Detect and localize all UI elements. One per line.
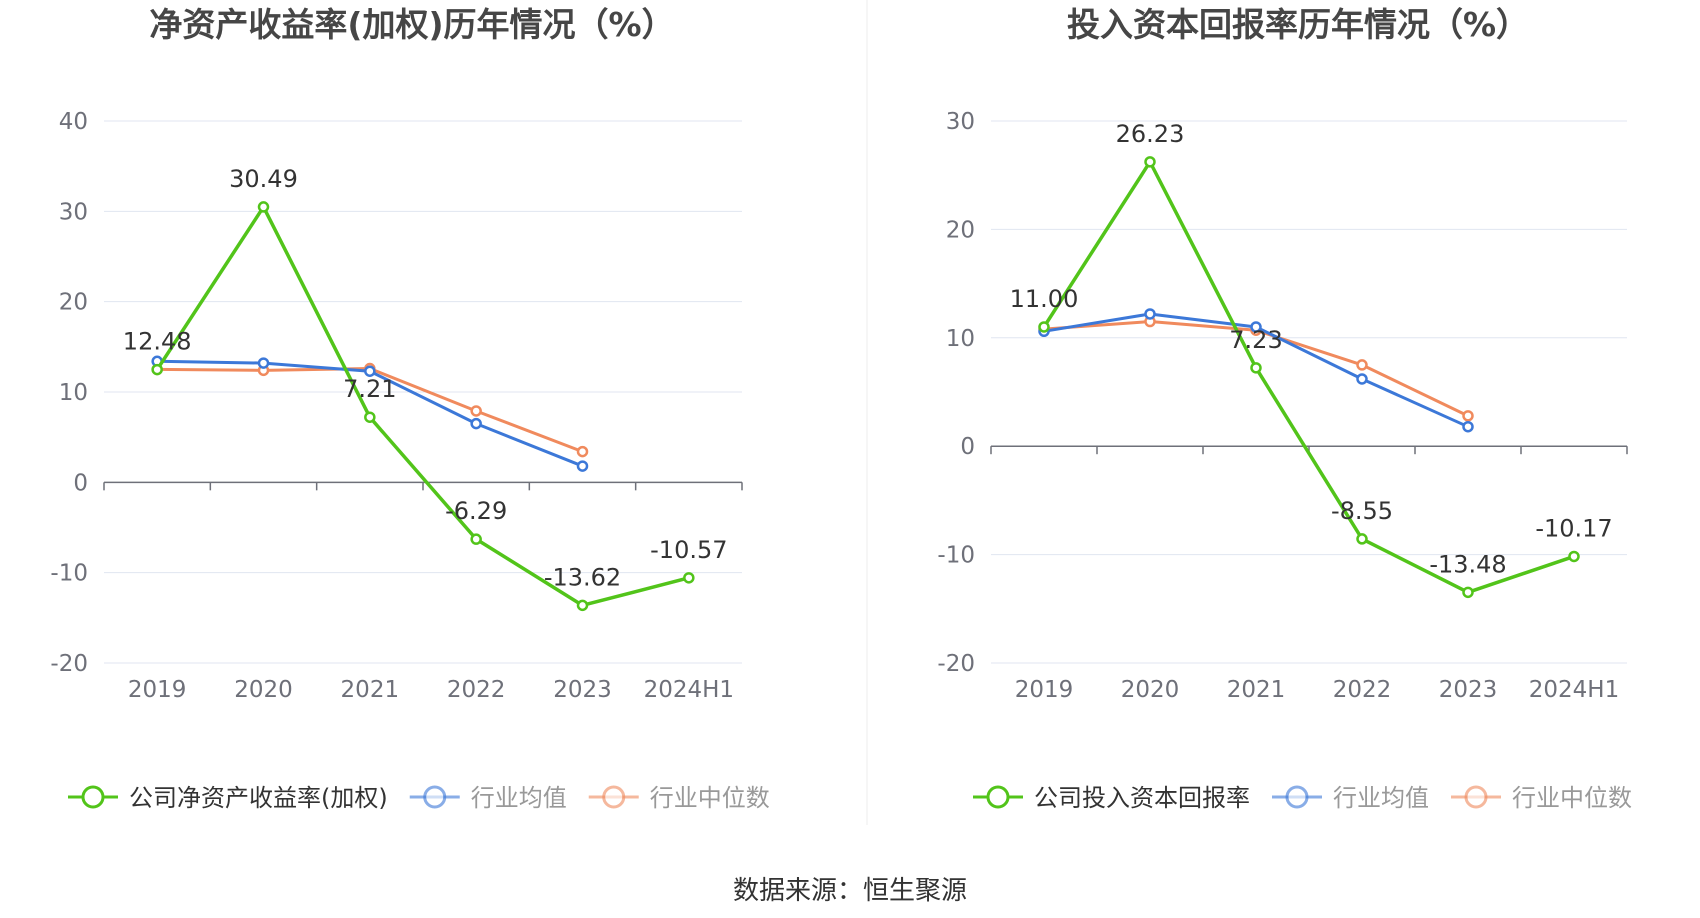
x-tick-label: 2023 [1439, 677, 1498, 703]
data-label: 11.00 [1010, 285, 1079, 313]
x-tick-label: 2021 [1227, 677, 1286, 703]
y-tick-label: -20 [937, 651, 975, 677]
data-label: -13.62 [544, 563, 621, 591]
legend-label[interactable]: 行业均值 [1333, 784, 1429, 812]
x-tick-label: 2022 [1333, 677, 1392, 703]
data-point-company [364, 411, 376, 423]
y-tick-label: 30 [59, 199, 88, 225]
chart-title: 净资产收益率(加权)历年情况（%） [149, 5, 674, 44]
series-line-company [1042, 160, 1575, 595]
legend-marker-company[interactable] [986, 785, 1010, 809]
legend-label[interactable]: 行业中位数 [1512, 784, 1632, 812]
y-tick-label: -10 [937, 543, 975, 569]
data-point-company [1038, 321, 1050, 333]
data-point-company [151, 363, 163, 376]
x-tick-label: 2024H1 [644, 677, 734, 703]
data-point-median [1462, 410, 1474, 422]
data-label: -13.48 [1429, 550, 1506, 578]
data-point-company [1568, 550, 1580, 563]
data-label: -10.17 [1535, 514, 1612, 542]
chart-title: 投入资本回报率历年情况（%） [1067, 5, 1529, 44]
x-tick-label: 2024H1 [1529, 677, 1619, 703]
legend-marker-company[interactable] [81, 785, 105, 809]
data-point-company [576, 599, 589, 612]
legend-label[interactable]: 行业中位数 [650, 784, 770, 812]
legend-label[interactable]: 行业均值 [471, 784, 567, 812]
source-note: 数据来源：恒生聚源 [733, 876, 967, 906]
data-label: -6.29 [445, 497, 507, 525]
data-point-company [257, 201, 270, 213]
data-point-median [1356, 359, 1368, 371]
legend-marker-median[interactable] [602, 785, 626, 809]
x-tick-label: 2019 [1015, 677, 1074, 703]
y-tick-label: 20 [59, 290, 88, 316]
data-point-company [1356, 533, 1368, 545]
legend-label[interactable]: 公司净资产收益率(加权) [129, 784, 388, 812]
data-point-avg [1250, 321, 1262, 333]
x-tick-label: 2023 [553, 677, 612, 703]
x-tick-label: 2019 [128, 677, 187, 703]
legend-label[interactable]: 公司投入资本回报率 [1034, 784, 1250, 812]
legend-marker-avg[interactable] [1285, 785, 1309, 809]
x-tick-label: 2020 [1121, 677, 1180, 703]
data-point-company [683, 572, 695, 584]
x-tick-label: 2020 [234, 677, 293, 703]
y-tick-label: -20 [50, 651, 88, 677]
data-point-avg [470, 417, 482, 430]
data-point-company [1462, 586, 1474, 599]
data-point-avg [257, 357, 270, 369]
data-label: 7.23 [1229, 326, 1282, 354]
series-line-company [155, 205, 690, 608]
y-tick-label: 10 [946, 326, 975, 352]
data-label: -10.57 [650, 536, 727, 564]
data-point-company [470, 533, 482, 545]
x-tick-label: 2022 [447, 677, 506, 703]
legend-marker-median[interactable] [1464, 785, 1488, 809]
legend-marker-avg[interactable] [423, 785, 447, 809]
data-point-median [576, 445, 589, 458]
data-label: 30.49 [229, 165, 298, 193]
y-tick-label: 20 [946, 217, 975, 243]
y-tick-label: 0 [73, 470, 88, 496]
data-point-company [1250, 362, 1262, 374]
data-label: 26.23 [1116, 120, 1185, 148]
data-label: 7.21 [343, 375, 396, 403]
data-label: -8.55 [1331, 497, 1393, 525]
y-tick-label: -10 [50, 561, 88, 587]
y-tick-label: 10 [59, 380, 88, 406]
data-point-company [1144, 156, 1156, 168]
x-tick-label: 2021 [341, 677, 400, 703]
data-point-avg [364, 365, 376, 377]
data-point-avg [1144, 308, 1156, 320]
data-point-avg [576, 460, 589, 472]
y-tick-label: 0 [960, 434, 975, 460]
y-tick-label: 40 [59, 109, 88, 135]
data-point-avg [1356, 373, 1368, 385]
data-point-median [470, 405, 482, 417]
data-point-avg [1462, 420, 1474, 433]
y-tick-label: 30 [946, 109, 975, 135]
data-label: 12.48 [123, 328, 192, 356]
